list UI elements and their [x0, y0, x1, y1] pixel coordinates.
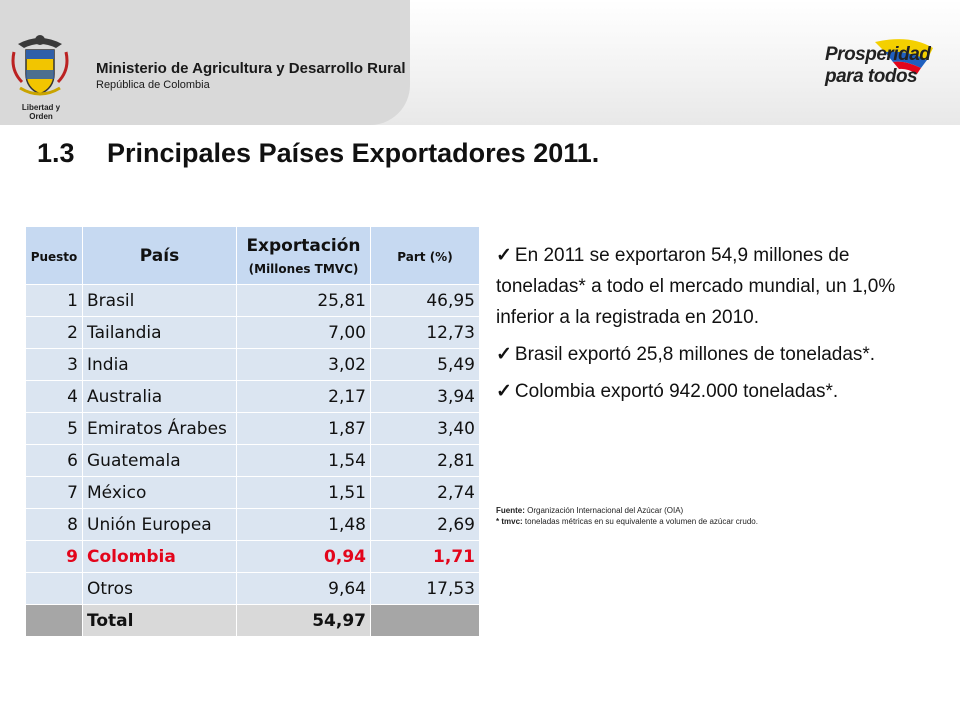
bullet-item: ✓ Colombia exportó 942.000 toneladas*. [496, 381, 839, 402]
header-part: Part (%) [370, 226, 480, 285]
table-row: 3 India 3,02 5,49 [25, 348, 480, 381]
cell-country: Brasil [82, 284, 237, 317]
cell-rank: 3 [25, 348, 83, 381]
table-header-row: Puesto País Exportación (Millones TMVC) P… [25, 226, 480, 285]
table-row: Otros 9,64 17,53 [25, 572, 480, 605]
cell-part: 1,71 [370, 540, 480, 573]
logo-text-line2: para todos [825, 66, 918, 87]
table-total-row: Total 54,97 [25, 604, 480, 637]
cell-export: 2,17 [236, 380, 371, 413]
cell-export: 1,87 [236, 412, 371, 445]
cell-country: India [82, 348, 237, 381]
cell-rank: 5 [25, 412, 83, 445]
exporters-table: Puesto País Exportación (Millones TMVC) P… [25, 226, 480, 637]
cell-rank: 8 [25, 508, 83, 541]
cell-rank [25, 572, 83, 605]
checkmark-icon: ✓ [496, 344, 512, 365]
table-row: 2 Tailandia 7,00 12,73 [25, 316, 480, 349]
table-row: 8 Unión Europea 1,48 2,69 [25, 508, 480, 541]
bullet-item: ✓ Brasil exportó 25,8 millones de tonelad… [496, 344, 876, 365]
tmvc-note: * tmvc: toneladas métricas en su equival… [496, 517, 758, 526]
source-note: Fuente: Organización Internacional del A… [496, 506, 684, 515]
cell-part: 46,95 [370, 284, 480, 317]
cell-part: 2,81 [370, 444, 480, 477]
table-row-highlight: 9 Colombia 0,94 1,71 [25, 540, 480, 573]
cell-rank: 1 [25, 284, 83, 317]
cell-part [370, 604, 480, 637]
header-rank: Puesto [25, 226, 83, 285]
prosperidad-logo-icon [875, 39, 933, 74]
header-export: Exportación (Millones TMVC) [236, 226, 371, 285]
table-row: 4 Australia 2,17 3,94 [25, 380, 480, 413]
table-row: 5 Emiratos Árabes 1,87 3,40 [25, 412, 480, 445]
ministry-subtitle: República de Colombia [96, 79, 210, 91]
checkmark-icon: ✓ [496, 381, 512, 402]
table-row: 1 Brasil 25,81 46,95 [25, 284, 480, 317]
cell-part: 3,40 [370, 412, 480, 445]
bullet-item: ✓ En 2011 se exportaron 54,9 millones de … [496, 245, 896, 328]
cell-rank [25, 604, 83, 637]
cell-country: Unión Europea [82, 508, 237, 541]
cell-export: 9,64 [236, 572, 371, 605]
coat-of-arms-icon [11, 35, 69, 96]
header-band [0, 0, 960, 125]
cell-total-label: Total [82, 604, 237, 637]
cell-export: 1,48 [236, 508, 371, 541]
cell-part: 3,94 [370, 380, 480, 413]
cell-export: 0,94 [236, 540, 371, 573]
cell-export: 1,51 [236, 476, 371, 509]
cell-rank: 2 [25, 316, 83, 349]
header-export-unit: (Millones TMVC) [248, 261, 359, 276]
cell-rank: 4 [25, 380, 83, 413]
bullet-list: ✓ En 2011 se exportaron 54,9 millones de … [496, 240, 896, 413]
cell-country: Emiratos Árabes [82, 412, 237, 445]
cell-export: 7,00 [236, 316, 371, 349]
crest-caption: Libertad y Orden [21, 103, 61, 121]
cell-part: 17,53 [370, 572, 480, 605]
ministry-name: Ministerio de Agricultura y Desarrollo R… [96, 60, 406, 77]
table-row: 7 México 1,51 2,74 [25, 476, 480, 509]
cell-country: Guatemala [82, 444, 237, 477]
cell-part: 12,73 [370, 316, 480, 349]
cell-country: Tailandia [82, 316, 237, 349]
section-number: 1.3 [37, 138, 75, 168]
cell-rank: 7 [25, 476, 83, 509]
cell-part: 2,69 [370, 508, 480, 541]
cell-rank: 6 [25, 444, 83, 477]
footnotes: Fuente: Organización Internacional del A… [496, 505, 896, 527]
cell-rank: 9 [25, 540, 83, 573]
table-row: 6 Guatemala 1,54 2,81 [25, 444, 480, 477]
cell-total-export: 54,97 [236, 604, 371, 637]
cell-part: 2,74 [370, 476, 480, 509]
title-text: Principales Países Exportadores 2011. [107, 138, 600, 168]
header-country: País [82, 226, 237, 285]
cell-export: 25,81 [236, 284, 371, 317]
cell-export: 1,54 [236, 444, 371, 477]
logo-text-line1: Prosperidad [825, 44, 931, 65]
cell-country: Australia [82, 380, 237, 413]
cell-export: 3,02 [236, 348, 371, 381]
cell-part: 5,49 [370, 348, 480, 381]
cell-country: Colombia [82, 540, 237, 573]
checkmark-icon: ✓ [496, 245, 512, 266]
slide-title: 1.3 Principales Países Exportadores 2011. [37, 138, 599, 169]
cell-country: Otros [82, 572, 237, 605]
cell-country: México [82, 476, 237, 509]
